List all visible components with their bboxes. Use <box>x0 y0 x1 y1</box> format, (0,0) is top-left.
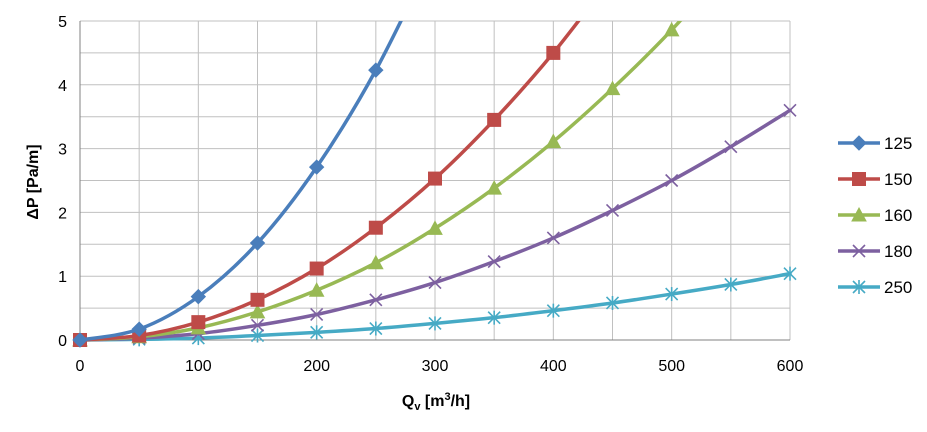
series-125 <box>72 21 403 348</box>
data-point-180 <box>369 293 383 307</box>
marker-stroke <box>783 103 797 117</box>
data-point-160 <box>308 282 325 297</box>
data-point-250 <box>487 310 501 325</box>
data-point-125 <box>308 159 325 175</box>
y-tick-label: 4 <box>58 78 67 95</box>
legend-item-150: 150 <box>838 170 912 189</box>
data-point-250 <box>665 287 679 302</box>
legend-item-125: 125 <box>838 134 912 153</box>
data-point-180 <box>724 140 738 154</box>
legend-label: 160 <box>884 206 912 225</box>
marker-stroke <box>250 318 265 332</box>
data-point-150 <box>250 292 265 307</box>
data-point-180 <box>310 307 324 322</box>
legend-label: 250 <box>884 278 912 297</box>
y-tick-label: 3 <box>58 142 67 159</box>
legend: 125 150 160 180 250 <box>838 134 912 297</box>
data-point-160 <box>486 180 503 195</box>
x-axis-title-superscript: 3 <box>444 391 450 403</box>
plot-area <box>72 21 797 348</box>
data-point-250 <box>724 277 738 292</box>
x-axis-title-subscript: v <box>414 401 421 413</box>
data-point-250 <box>310 325 324 340</box>
data-point-250 <box>546 303 560 318</box>
legend-marker-160 <box>851 206 867 222</box>
legend-item-180: 180 <box>838 242 912 261</box>
series-line-150 <box>78 21 581 342</box>
data-point-150 <box>546 45 561 60</box>
data-point-180 <box>428 276 442 290</box>
x-axis-title-unit-end: /h] <box>451 393 471 410</box>
data-point-160 <box>545 133 562 149</box>
data-point-150 <box>368 220 383 235</box>
legend-marker-180 <box>852 244 866 258</box>
legend-label: 125 <box>884 134 912 153</box>
data-point-180 <box>250 318 265 332</box>
legend-label: 150 <box>884 170 912 189</box>
marker-stroke <box>724 140 738 154</box>
data-point-160 <box>427 220 443 235</box>
data-point-160 <box>663 21 680 37</box>
series-line-160 <box>78 21 683 342</box>
data-point-180 <box>605 203 620 218</box>
tick-labels: 0 100 200 300 400 500 600 0 1 2 3 4 5 <box>58 14 803 375</box>
legend-marker-250 <box>852 280 866 294</box>
legend-label: 180 <box>884 242 912 261</box>
data-point-180 <box>665 173 679 188</box>
data-point-150 <box>428 171 442 186</box>
y-tick-label: 2 <box>58 205 67 222</box>
data-point-150 <box>191 315 206 330</box>
data-point-180 <box>546 231 560 245</box>
data-point-250 <box>369 321 383 336</box>
x-tick-label: 100 <box>185 358 212 375</box>
x-axis-title-unit: [m <box>420 393 444 410</box>
x-axis-title-main: Q <box>402 393 414 410</box>
x-tick-label: 500 <box>658 358 685 375</box>
data-point-150 <box>487 112 502 127</box>
data-point-250 <box>783 266 797 281</box>
data-point-150 <box>309 261 324 276</box>
marker-stroke <box>546 231 560 245</box>
x-axis-title: Qv [m3/h] <box>402 391 470 413</box>
y-axis-title: ΔP [Pa/m] <box>25 144 42 219</box>
marker-stroke <box>487 254 501 269</box>
x-tick-label: 600 <box>777 358 804 375</box>
marker-stroke <box>310 307 324 322</box>
data-point-180 <box>783 103 797 117</box>
data-point-250 <box>250 328 265 343</box>
data-point-160 <box>367 254 384 270</box>
data-point-250 <box>605 295 620 310</box>
marker-stroke <box>369 293 383 307</box>
legend-marker-125 <box>851 135 867 151</box>
data-point-125 <box>249 235 266 251</box>
legend-marker-150 <box>852 172 866 186</box>
marker-stroke <box>852 244 866 258</box>
data-point-125 <box>72 332 88 348</box>
legend-item-160: 160 <box>838 206 912 225</box>
series-150 <box>73 21 581 347</box>
legend-item-250: 250 <box>838 278 912 297</box>
x-tick-label: 0 <box>76 358 85 375</box>
data-point-160 <box>604 80 621 96</box>
marker-stroke <box>428 276 442 290</box>
data-point-160 <box>249 303 266 319</box>
x-tick-label: 300 <box>422 358 449 375</box>
x-tick-label: 400 <box>540 358 567 375</box>
y-tick-label: 0 <box>58 333 67 350</box>
data-point-250 <box>428 316 442 331</box>
y-tick-label: 5 <box>58 14 67 31</box>
y-tick-label: 1 <box>58 269 67 286</box>
data-point-125 <box>368 62 384 78</box>
data-point-125 <box>131 321 147 337</box>
data-point-180 <box>487 254 501 269</box>
marker-stroke <box>665 173 679 188</box>
x-tick-label: 200 <box>303 358 330 375</box>
marker-stroke <box>605 203 620 218</box>
data-point-125 <box>190 288 207 305</box>
